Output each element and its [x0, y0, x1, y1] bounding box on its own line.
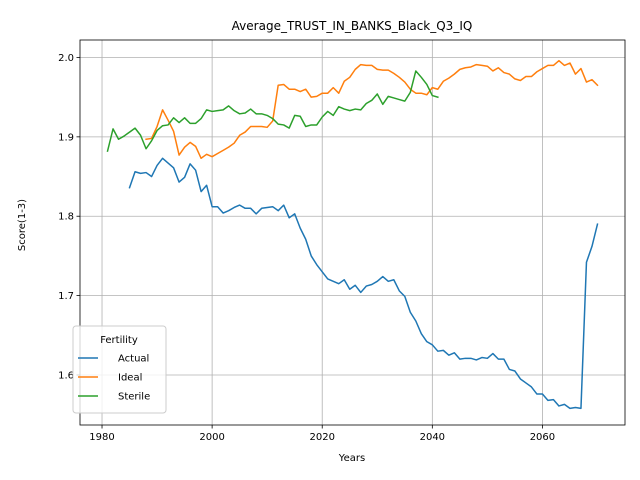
legend-label-actual: Actual [118, 354, 149, 365]
y-tick-label: 1.9 [58, 132, 74, 143]
grid [80, 40, 625, 425]
chart-title: Average_TRUST_IN_BANKS_Black_Q3_IQ [232, 19, 473, 33]
legend-label-ideal: Ideal [118, 373, 142, 384]
plot-area [106, 59, 599, 410]
axes-frame [79, 39, 626, 426]
x-tick-label: 2040 [420, 432, 445, 443]
series-line-actual [128, 157, 599, 410]
x-tick-label: 2060 [530, 432, 555, 443]
y-tick-label: 1.7 [58, 291, 74, 302]
legend-entries: Actual Ideal Sterile [78, 354, 150, 403]
x-tick-label: 2000 [199, 432, 224, 443]
ticks: 1980 2000 2020 2040 2060 1.6 1.7 1.8 1.9 2.0 [58, 53, 555, 443]
x-axis-label: Years [338, 453, 365, 464]
legend-title: Fertility [100, 335, 138, 346]
x-tick-label: 2020 [309, 432, 334, 443]
y-axis-label: Score(1-3) [17, 199, 28, 251]
series-line-sterile [106, 70, 439, 153]
series-line-ideal [145, 59, 599, 160]
legend-box [72, 325, 167, 414]
y-tick-label: 1.6 [58, 370, 74, 381]
y-tick-label: 1.8 [58, 212, 74, 223]
y-tick-label: 2.0 [58, 53, 74, 64]
legend-label-sterile: Sterile [118, 392, 150, 403]
x-tick-label: 1980 [89, 432, 114, 443]
legend: Fertility Actual Ideal Sterile [72, 325, 167, 414]
